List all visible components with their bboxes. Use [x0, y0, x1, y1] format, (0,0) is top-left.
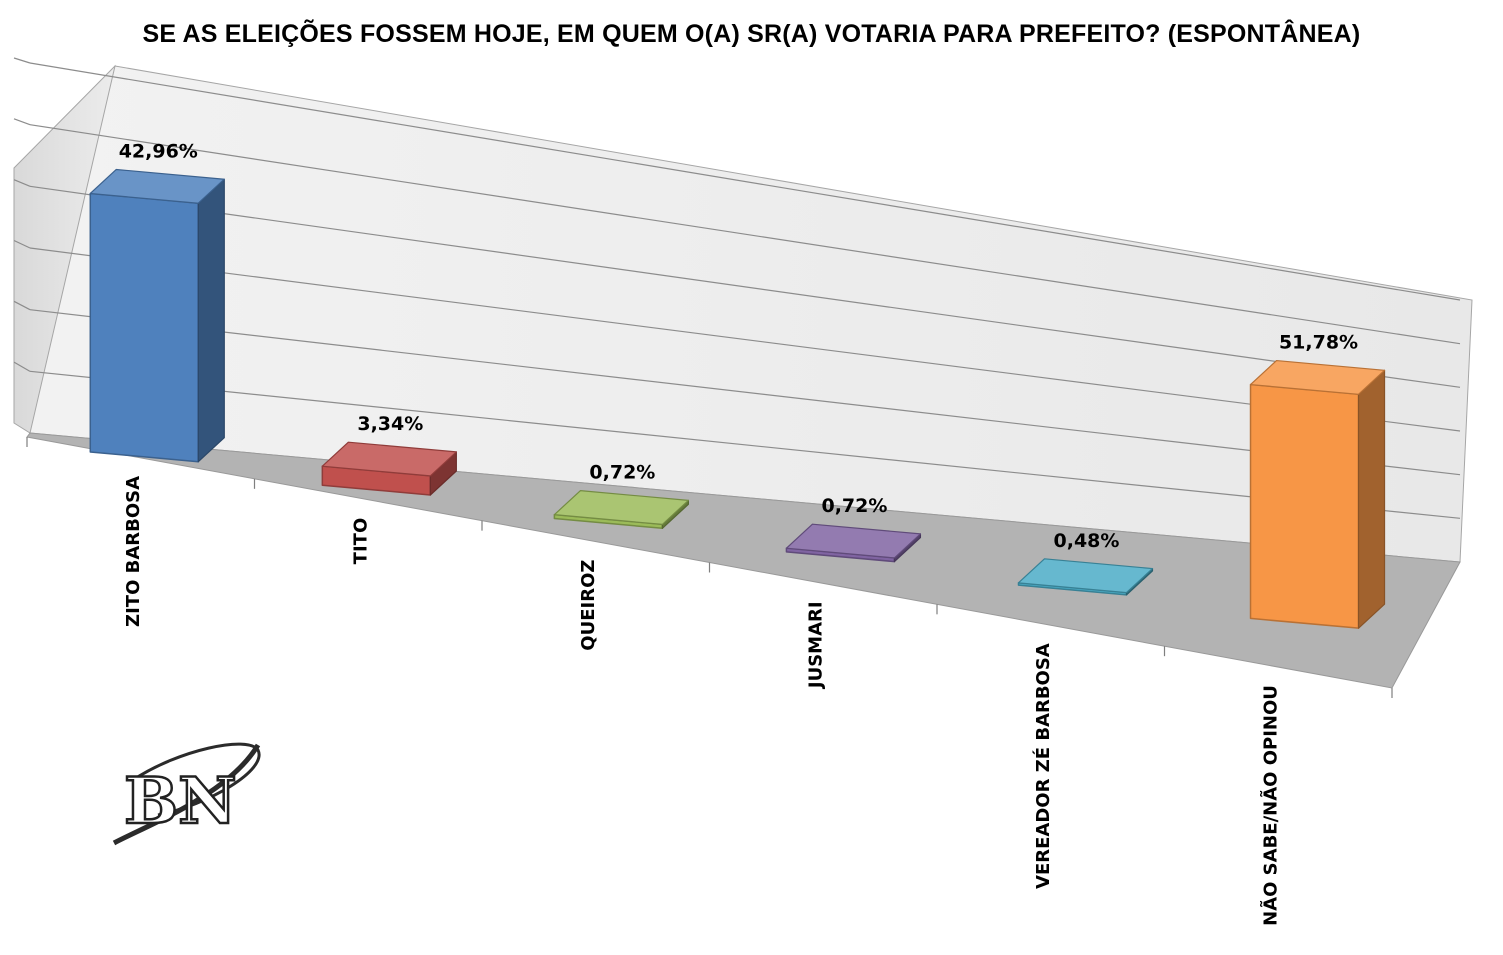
- category-label: ZITO BARBOSA: [123, 476, 144, 627]
- category-label: TITO: [350, 518, 371, 565]
- bn-logo: BN: [112, 742, 261, 846]
- bar-side-face: [1357, 369, 1386, 629]
- data-label: 51,78%: [1279, 332, 1358, 354]
- category-label: NÃO SABE/NÃO OPINOU: [1258, 685, 1281, 926]
- side-gridline: [13, 57, 31, 64]
- bar-3: [553, 490, 689, 530]
- chart-floor: [26, 432, 1461, 698]
- bar-2: [321, 441, 457, 496]
- side-gridline: [13, 300, 31, 311]
- bars: [89, 168, 1386, 629]
- bar-4: [785, 523, 922, 563]
- side-gridline: [13, 361, 31, 372]
- data-label: 42,96%: [119, 140, 198, 162]
- bar-1: [89, 168, 225, 463]
- gridline: [29, 247, 1461, 432]
- bar-top-face: [321, 441, 457, 477]
- gridline: [29, 185, 1461, 388]
- data-labels: 42,96% 3,34% 0,72% 0,72% 0,48% 51,78%: [119, 140, 1358, 551]
- gridlines: [13, 57, 1461, 519]
- bar-side-face: [197, 178, 225, 463]
- data-label: 0,72%: [589, 462, 655, 484]
- data-label: 0,72%: [821, 495, 887, 517]
- bar-top-face: [553, 490, 689, 525]
- side-gridline: [13, 179, 31, 187]
- logo-text: BN: [124, 764, 237, 839]
- side-gridline: [13, 118, 31, 126]
- bar-front-face: [1249, 383, 1360, 629]
- bar-top-face: [1017, 558, 1154, 594]
- bar-front-face: [89, 192, 200, 463]
- bar-6: [1249, 359, 1386, 629]
- gridline: [29, 309, 1461, 476]
- bar-5: [1017, 558, 1154, 596]
- data-label: 3,34%: [357, 413, 423, 435]
- bar-top-face: [1249, 359, 1386, 395]
- category-label: QUEIROZ: [578, 560, 599, 651]
- chart-title: SE AS ELEIÇÕES FOSSEM HOJE, EM QUEM O(A)…: [142, 20, 1361, 48]
- bar-top-face: [89, 168, 225, 204]
- side-gridline: [13, 239, 31, 249]
- category-label: JUSMARI: [805, 601, 826, 690]
- gridline: [29, 370, 1461, 519]
- category-label: VEREADOR ZÉ BARBOSA: [1032, 643, 1054, 889]
- gridline: [29, 124, 1461, 345]
- category-labels: ZITO BARBOSA TITO QUEIROZ JUSMARI VEREADOR Z…: [123, 476, 1282, 926]
- data-label: 0,48%: [1054, 530, 1120, 552]
- bar-top-face: [785, 523, 922, 559]
- gridline: [29, 62, 1461, 301]
